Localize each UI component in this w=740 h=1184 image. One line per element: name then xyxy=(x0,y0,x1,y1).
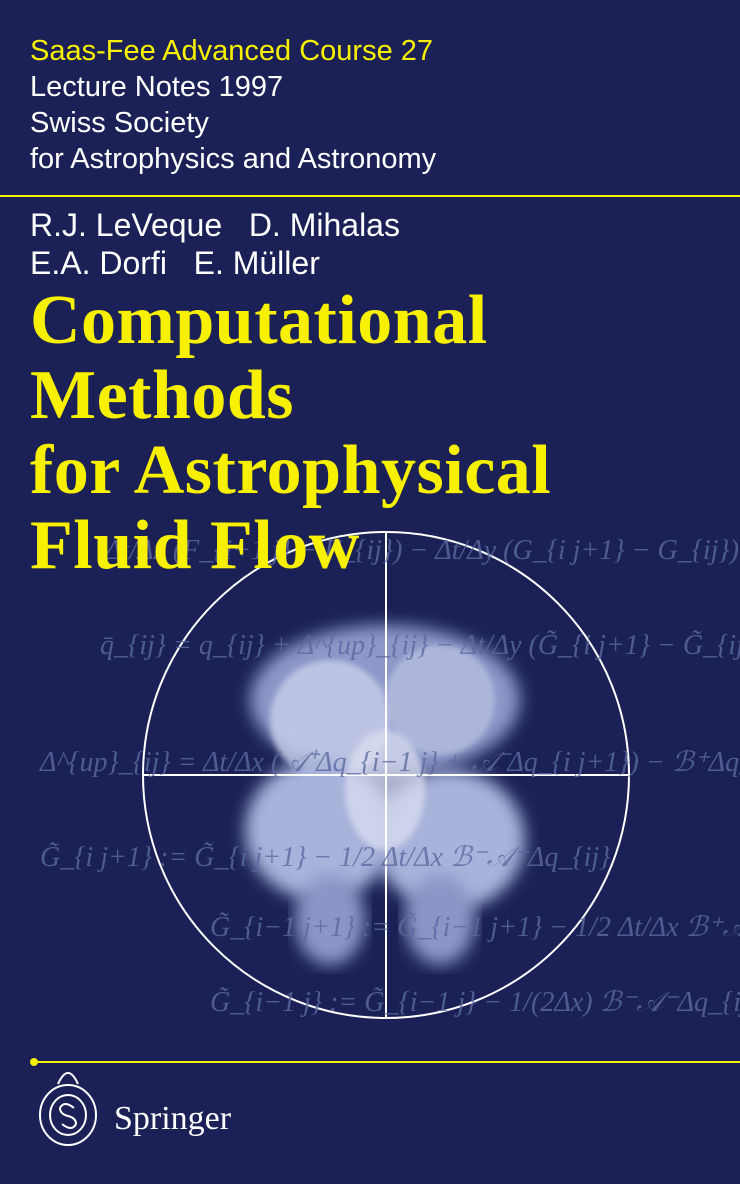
title-line: Fluid Flow xyxy=(30,507,360,584)
series-line: Saas-Fee Advanced Course 27 xyxy=(30,35,434,67)
formula: Δ^{up}_{ij} = Δt/Δx (𝒜⁺Δq_{i−1 j} + 𝒜⁻Δq… xyxy=(40,747,740,778)
formula: G̃_{i j+1} := G̃_{i j+1} − 1/2 Δt/Δx ℬ⁻𝒜… xyxy=(40,842,611,873)
formula: Δt/Δx (F_{i+1 j} − F_{ij}) − Δt/Δy (G_{i… xyxy=(105,535,739,566)
formula: G̃_{i−1 j} := G̃_{i−1 j} − 1/(2Δx) ℬ⁻𝒜⁻Δ… xyxy=(210,987,740,1018)
title-line: Methods xyxy=(30,357,295,434)
springer-logo xyxy=(39,1072,97,1146)
author-line: R.J. LeVeque D. Mihalas xyxy=(30,207,400,243)
formula: G̃_{i−1 j+1} := G̃_{i−1 j+1} − 1/2 Δt/Δx… xyxy=(210,912,740,943)
title-line: for Astrophysical xyxy=(30,432,552,509)
author-line: E.A. Dorfi E. Müller xyxy=(30,245,320,281)
series-line: Lecture Notes 1997 xyxy=(30,71,284,103)
series-line: Swiss Society xyxy=(30,107,209,139)
formula: q̄_{ij} = q_{ij} + Δ^{up}_{ij} − Δt/Δy (… xyxy=(100,630,740,661)
title-line: Computational xyxy=(30,282,488,359)
publisher: Springer xyxy=(114,1100,232,1137)
series-line: for Astrophysics and Astronomy xyxy=(30,143,437,175)
